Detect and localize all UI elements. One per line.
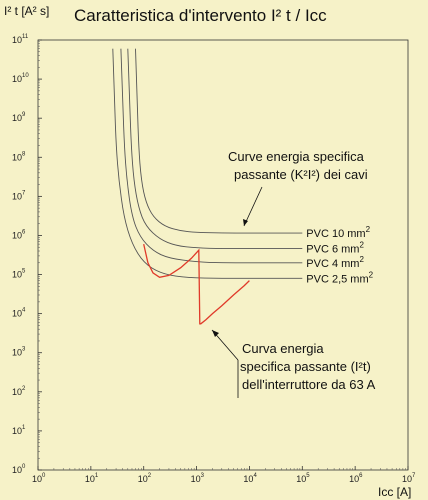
x-tick-base: 10 bbox=[296, 474, 306, 484]
series-label: PVC 6 mm2 bbox=[306, 241, 364, 256]
callout-arrowhead bbox=[243, 219, 248, 226]
x-tick-label: 104 bbox=[243, 473, 257, 484]
x-tick-label: 107 bbox=[402, 473, 416, 484]
x-tick-label: 100 bbox=[32, 473, 46, 484]
annotation-line: passante (K²I²) dei cavi bbox=[234, 167, 368, 182]
y-tick-base: 10 bbox=[12, 309, 22, 319]
y-tick-label: 1011 bbox=[12, 34, 29, 45]
y-tick-exp: 0 bbox=[22, 464, 26, 470]
series-line bbox=[120, 48, 303, 264]
y-tick-exp: 7 bbox=[22, 190, 26, 196]
y-tick-exp: 8 bbox=[22, 151, 26, 157]
annotation-line: specifica passante (I²t) bbox=[240, 359, 371, 374]
series-line bbox=[112, 48, 303, 279]
y-tick-exp: 5 bbox=[22, 269, 26, 275]
x-tick-label: 106 bbox=[349, 473, 363, 484]
x-tick-exp: 7 bbox=[412, 473, 416, 479]
y-tick-base: 10 bbox=[12, 74, 22, 84]
series-line bbox=[135, 48, 303, 234]
series-label-text: PVC 6 mm bbox=[306, 244, 359, 256]
y-tick-exp: 1 bbox=[22, 425, 26, 431]
x-tick-label: 101 bbox=[85, 473, 99, 484]
series-label-text: PVC 4 mm bbox=[306, 258, 359, 270]
y-tick-base: 10 bbox=[12, 113, 22, 123]
x-tick-exp: 5 bbox=[306, 473, 310, 479]
y-tick-label: 104 bbox=[12, 308, 26, 319]
y-tick-label: 108 bbox=[12, 151, 26, 162]
series-label-text: PVC 2,5 mm bbox=[306, 273, 368, 285]
y-tick-base: 10 bbox=[12, 426, 22, 436]
y-tick-base: 10 bbox=[12, 270, 22, 280]
x-tick-exp: 4 bbox=[253, 473, 257, 479]
plot-frame bbox=[37, 39, 409, 471]
y-tick-base: 10 bbox=[12, 152, 22, 162]
y-tick-exp: 11 bbox=[22, 34, 29, 40]
series-label-sup: 2 bbox=[359, 255, 364, 264]
x-tick-exp: 1 bbox=[95, 473, 99, 479]
callout-cables: Curve energia specifica passante (K²I²) d… bbox=[228, 149, 368, 227]
callout-arrowhead bbox=[212, 330, 219, 337]
annotation-line: Curva energia bbox=[242, 341, 324, 356]
y-tick-label: 100 bbox=[12, 464, 26, 475]
x-tick-label: 105 bbox=[296, 473, 310, 484]
y-tick-exp: 9 bbox=[22, 112, 26, 118]
axes bbox=[37, 39, 409, 471]
chart-title: Caratteristica d'intervento I² t / Icc bbox=[74, 6, 327, 25]
x-tick-exp: 2 bbox=[148, 473, 152, 479]
y-tick-label: 103 bbox=[12, 347, 26, 358]
callout-breaker: Curva energia specifica passante (I²t) del… bbox=[211, 329, 376, 398]
annotation-line: Curve energia specifica bbox=[228, 149, 365, 164]
y-tick-base: 10 bbox=[12, 191, 22, 201]
series-label: PVC 4 mm2 bbox=[306, 255, 364, 270]
y-tick-exp: 3 bbox=[22, 347, 26, 353]
y-tick-label: 1010 bbox=[12, 73, 29, 84]
y-tick-label: 105 bbox=[12, 269, 26, 280]
y-tick-base: 10 bbox=[12, 35, 22, 45]
x-tick-base: 10 bbox=[32, 474, 42, 484]
series-label-sup: 2 bbox=[359, 241, 364, 250]
y-tick-label: 109 bbox=[12, 112, 26, 123]
x-tick-base: 10 bbox=[402, 474, 412, 484]
series-label-sup: 2 bbox=[366, 225, 371, 234]
series-label-text: PVC 10 mm bbox=[306, 228, 365, 240]
y-tick-label: 101 bbox=[12, 425, 26, 436]
y-axis-label: I² t [A² s] bbox=[4, 4, 49, 18]
callout-leader bbox=[243, 186, 263, 227]
annotation-line: dell'interruttore da 63 A bbox=[242, 377, 376, 392]
x-axis-label: Icc [A] bbox=[378, 485, 411, 499]
x-tick-base: 10 bbox=[349, 474, 359, 484]
y-tick-label: 107 bbox=[12, 190, 26, 201]
series-line bbox=[143, 243, 250, 325]
series-label: PVC 10 mm2 bbox=[306, 225, 370, 240]
y-tick-base: 10 bbox=[12, 465, 22, 475]
y-tick-exp: 10 bbox=[22, 73, 29, 79]
x-tick-base: 10 bbox=[138, 474, 148, 484]
y-tick-exp: 4 bbox=[22, 308, 26, 314]
x-tick-exp: 6 bbox=[359, 473, 363, 479]
x-tick-label: 103 bbox=[191, 473, 205, 484]
x-tick-label: 102 bbox=[138, 473, 152, 484]
y-tick-base: 10 bbox=[12, 230, 22, 240]
series-label-sup: 2 bbox=[369, 270, 374, 279]
series-label: PVC 2,5 mm2 bbox=[306, 270, 373, 285]
x-tick-base: 10 bbox=[243, 474, 253, 484]
y-tick-exp: 6 bbox=[22, 229, 26, 235]
x-tick-exp: 0 bbox=[42, 473, 46, 479]
series-lines bbox=[112, 48, 303, 325]
y-tick-base: 10 bbox=[12, 348, 22, 358]
x-tick-exp: 3 bbox=[201, 473, 205, 479]
y-tick-base: 10 bbox=[12, 387, 22, 397]
x-ticks: 100 101 102 103 104 105 106 107 bbox=[32, 466, 416, 484]
series-line bbox=[127, 48, 303, 250]
x-tick-base: 10 bbox=[85, 474, 95, 484]
y-tick-label: 106 bbox=[12, 229, 26, 240]
y-tick-exp: 2 bbox=[22, 386, 26, 392]
y-tick-label: 102 bbox=[12, 386, 26, 397]
x-tick-base: 10 bbox=[191, 474, 201, 484]
